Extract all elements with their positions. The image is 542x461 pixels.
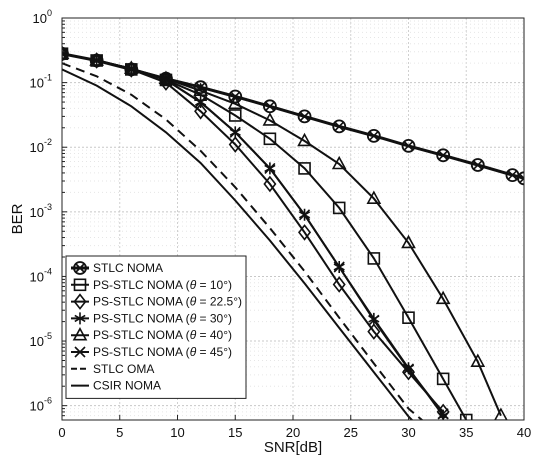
series-7 — [62, 68, 414, 420]
series-5 — [62, 48, 449, 420]
series-line — [62, 52, 444, 415]
y-tick-label: 10-5 — [30, 331, 52, 349]
data-point — [435, 290, 451, 305]
y-axis-label: BER — [9, 203, 26, 234]
y-tick-label: 10-6 — [30, 396, 52, 414]
data-point — [402, 363, 415, 375]
series-line — [62, 68, 414, 420]
x-tick-label: 25 — [344, 425, 358, 440]
legend-label: PS-STLC NOMA (θ = 10°) — [93, 278, 232, 292]
data-point — [229, 126, 241, 138]
legend-entry: PS-STLC NOMA (θ = 10°) — [71, 278, 232, 292]
data-point — [298, 209, 311, 221]
legend-label: CSIR NOMA — [93, 379, 161, 393]
data-point — [332, 276, 346, 293]
data-point — [160, 74, 172, 86]
x-tick-label: 20 — [286, 425, 300, 440]
series-6 — [62, 62, 424, 420]
x-tick-label: 0 — [58, 425, 65, 440]
data-point — [368, 314, 380, 326]
data-point — [494, 407, 508, 420]
data-point — [332, 201, 346, 215]
data-point — [195, 96, 207, 108]
legend-marker — [74, 346, 86, 358]
data-point — [262, 112, 278, 126]
legend-label: PS-STLC NOMA (θ = 40°) — [93, 328, 232, 342]
data-point — [62, 45, 70, 60]
data-point — [298, 162, 311, 175]
y-tick-label: 10-4 — [30, 266, 52, 284]
data-point — [263, 132, 277, 146]
data-point — [91, 54, 103, 67]
data-point — [459, 413, 473, 420]
legend-label: STLC OMA — [93, 362, 154, 376]
legend-marker — [73, 293, 87, 310]
data-point — [263, 175, 277, 193]
x-tick-label: 5 — [116, 425, 123, 440]
data-point — [366, 190, 382, 204]
data-point — [125, 62, 137, 75]
x-tick-label: 40 — [517, 425, 531, 440]
legend-marker — [74, 312, 86, 325]
legend-entry: STLC NOMA — [71, 261, 163, 275]
data-point — [367, 252, 381, 265]
data-point — [470, 158, 485, 172]
data-point — [62, 47, 68, 60]
x-axis-label: SNR[dB] — [264, 439, 322, 456]
data-point — [402, 311, 415, 324]
y-tick-label: 10-2 — [30, 137, 52, 155]
data-point — [367, 323, 381, 340]
data-point — [227, 95, 243, 110]
data-point — [401, 138, 416, 153]
data-point — [331, 155, 347, 170]
legend-entry: CSIR NOMA — [71, 379, 161, 393]
legend-marker — [73, 278, 87, 292]
legend-entry: PS-STLC NOMA (θ = 40°) — [71, 327, 232, 342]
legend-marker — [72, 327, 88, 341]
data-point — [333, 261, 345, 273]
data-point — [437, 408, 449, 420]
legend-label: PS-STLC NOMA (θ = 45°) — [93, 345, 232, 359]
data-point — [401, 234, 416, 249]
data-point — [436, 372, 450, 386]
data-point — [297, 132, 312, 147]
legend-entry: STLC OMA — [71, 362, 154, 376]
legend: STLC NOMA PS-STLC NOMA (θ = 10°) PS-STLC N… — [65, 255, 247, 399]
legend-label: STLC NOMA — [93, 261, 163, 275]
series-layer — [62, 45, 524, 420]
data-point — [228, 109, 242, 122]
legend-marker — [73, 261, 87, 275]
data-point — [194, 102, 208, 120]
legend-label: PS-STLC NOMA (θ = 22.5°) — [93, 295, 242, 309]
data-point — [517, 171, 524, 186]
data-point — [193, 82, 208, 96]
legend-label: PS-STLC NOMA (θ = 30°) — [93, 311, 232, 325]
legend-entry: PS-STLC NOMA (θ = 22.5°) — [71, 293, 242, 310]
legend-entry: PS-STLC NOMA (θ = 45°) — [71, 345, 232, 359]
data-point — [436, 148, 451, 163]
data-point — [264, 162, 276, 174]
data-point — [62, 48, 68, 60]
x-tick-label: 15 — [228, 425, 242, 440]
y-tick-label: 10-3 — [30, 202, 52, 220]
x-tick-label: 30 — [401, 425, 415, 440]
y-tick-label: 100 — [33, 8, 52, 26]
series-line — [62, 62, 424, 420]
data-point — [366, 128, 381, 143]
y-tick-label: 10-1 — [30, 73, 52, 91]
axes: 0 5 10 15 20 25 30 35 40 100 10-1 10-2 10-3 10-4 10-5 1… — [30, 8, 532, 440]
data-point — [332, 119, 347, 134]
x-tick-label: 10 — [170, 425, 184, 440]
data-point — [228, 136, 242, 153]
legend-entry: PS-STLC NOMA (θ = 30°) — [71, 311, 232, 325]
legend-box — [65, 255, 247, 399]
x-tick-label: 35 — [459, 425, 473, 440]
data-point — [297, 109, 312, 124]
data-point — [298, 224, 312, 241]
data-point — [470, 353, 486, 367]
